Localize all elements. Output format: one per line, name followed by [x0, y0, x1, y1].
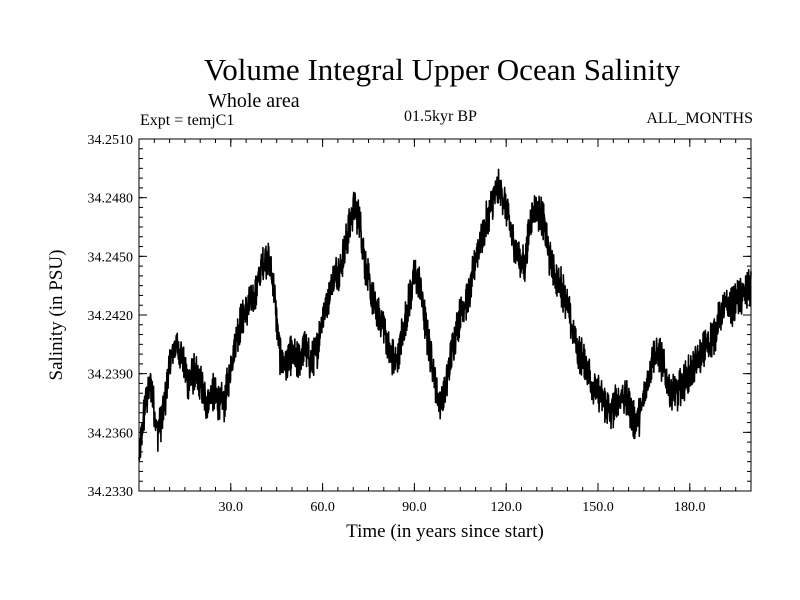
x-tick-label: 30.0	[219, 500, 244, 515]
y-tick-label: 34.2330	[88, 485, 134, 500]
x-tick-label: 60.0	[310, 500, 335, 515]
salinity-series-line	[138, 168, 752, 462]
x-tick-label: 150.0	[582, 500, 614, 515]
y-tick-label: 34.2480	[88, 192, 134, 207]
y-axis-label: Salinity (in PSU)	[46, 250, 67, 381]
x-tick-label: 180.0	[674, 500, 706, 515]
x-axis-label: Time (in years since start)	[346, 521, 544, 542]
chart-subtitle: Whole area	[208, 90, 300, 112]
experiment-label: Expt = temjC1	[140, 112, 235, 129]
plot-frame	[138, 138, 752, 492]
x-axis: 30.0 60.0 90.0 120.0 150.0 180.0	[153, 139, 737, 515]
y-tick-label: 34.2450	[88, 250, 134, 265]
y-tick-label: 34.2360	[88, 426, 134, 441]
chart-title: Volume Integral Upper Ocean Salinity	[203, 52, 681, 87]
y-axis: 34.2330 34.2360 34.2390 34.2420 34.2450 34.24…	[88, 133, 751, 500]
y-tick-label: 34.2390	[88, 368, 134, 383]
y-tick-label: 34.2510	[88, 133, 134, 148]
x-tick-label: 120.0	[490, 500, 522, 515]
period-label: 01.5kyr BP	[404, 108, 477, 125]
x-tick-label: 90.0	[402, 500, 427, 515]
months-label: ALL_MONTHS	[646, 110, 753, 127]
y-tick-label: 34.2420	[88, 309, 134, 324]
